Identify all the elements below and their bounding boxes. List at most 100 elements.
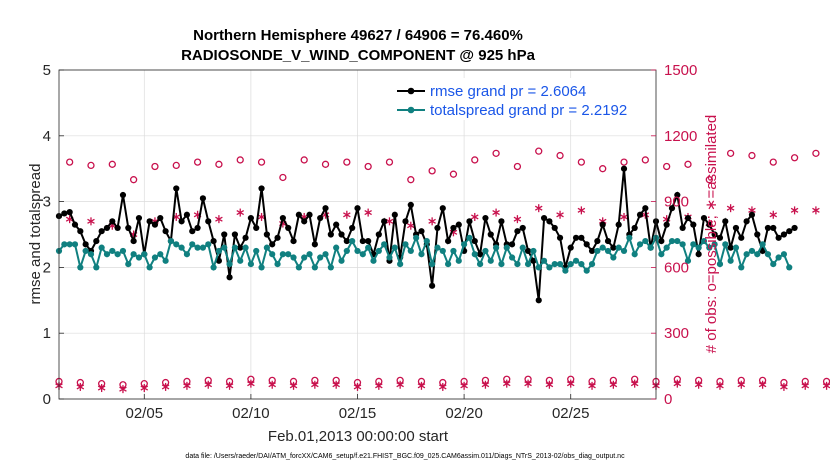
possible-point <box>705 176 713 184</box>
rmse-point <box>610 244 617 251</box>
asterisk-stroke <box>161 384 170 390</box>
possible-point <box>151 162 159 171</box>
rmse-point <box>253 224 260 232</box>
assimilated-point <box>76 382 85 391</box>
axis-ticks: 02/05 02/10 02/15 02/20 02/25 0 1 2 3 4 5 0 300 600 90… <box>43 62 698 422</box>
totalspread-point <box>636 241 644 248</box>
totalspread-point <box>87 251 95 258</box>
totalspread-point <box>141 251 148 258</box>
asterisk-stroke <box>780 384 788 390</box>
totalspread-point <box>242 244 249 251</box>
rmse-point <box>732 224 740 232</box>
totalspread-point <box>615 244 622 251</box>
legend-marker-spread <box>407 106 415 114</box>
rmse-point <box>354 205 361 212</box>
rmse-point <box>66 209 73 216</box>
totalspread-point <box>162 257 169 264</box>
assimilated-point <box>438 382 447 391</box>
totalspread-point <box>274 261 281 268</box>
asterisk-stroke <box>257 214 266 220</box>
asterisk-stroke <box>758 382 767 388</box>
assimilated-point <box>492 208 500 217</box>
rmse-point <box>754 231 761 238</box>
assimilated-point <box>332 380 340 389</box>
totalspread-point <box>706 244 713 251</box>
possible-point <box>556 151 564 160</box>
y-right-tick-label: 0 <box>664 391 672 408</box>
assimilated-point <box>215 215 223 224</box>
y-left-tick-label: 4 <box>43 128 51 145</box>
asterisk-stroke <box>748 207 756 213</box>
assimilated-point <box>407 221 415 230</box>
possible-point <box>364 162 372 171</box>
rmse-point <box>572 234 580 241</box>
totalspread-point <box>642 237 649 245</box>
totalspread-point <box>567 261 574 268</box>
asterisk-stroke <box>364 210 372 216</box>
assimilated-point <box>343 210 351 219</box>
rmse-point <box>668 205 676 212</box>
asterisk-stroke <box>790 207 799 213</box>
totalspread-point <box>231 244 239 251</box>
rmse-point <box>263 231 270 238</box>
x-tick-label: 02/20 <box>445 405 483 422</box>
assimilated-point <box>161 382 170 391</box>
totalspread-point <box>461 241 468 248</box>
asterisk-stroke <box>737 382 746 388</box>
rmse-point <box>407 201 414 208</box>
totalspread-point <box>167 237 175 245</box>
rmse-point <box>130 237 137 245</box>
assimilated-point <box>790 206 799 215</box>
rmse-point <box>546 218 553 225</box>
totalspread-point <box>738 264 745 271</box>
rmse-point <box>524 247 532 255</box>
rmse-point <box>684 214 692 222</box>
rmse-point <box>274 234 281 241</box>
assimilated-point <box>375 381 383 390</box>
assimilated-point <box>588 381 596 390</box>
asterisk-stroke <box>438 384 447 390</box>
totalspread-point <box>125 261 132 268</box>
y-right-tick-label: 1200 <box>664 128 697 145</box>
possible-point <box>300 156 308 164</box>
asterisk-stroke <box>620 214 628 220</box>
assimilated-point <box>428 217 436 226</box>
rmse-point <box>445 237 452 245</box>
assimilated-point <box>545 380 554 389</box>
possible-point <box>66 158 74 166</box>
x-tick-label: 02/15 <box>339 405 377 422</box>
totalspread-point <box>556 261 564 268</box>
asterisk-stroke <box>822 383 830 389</box>
possible-point <box>236 156 244 164</box>
rmse-point <box>205 218 212 225</box>
totalspread-point <box>540 257 548 264</box>
totalspread-point <box>253 247 260 255</box>
rmse-point <box>615 221 622 228</box>
rmse-point <box>706 221 713 228</box>
totalspread-point <box>365 244 372 251</box>
asterisk-stroke <box>502 381 511 387</box>
rmse-point <box>242 234 249 241</box>
asterisk-stroke <box>460 383 468 389</box>
rmse-point <box>199 195 207 202</box>
rmse-point <box>418 228 425 235</box>
totalspread-point <box>114 251 121 258</box>
totalspread-point <box>764 251 772 258</box>
rmse-point <box>343 237 350 245</box>
rmse-point <box>119 191 127 199</box>
assimilated-point <box>396 380 404 389</box>
legend-label-rmse: rmse grand pr = 2.6064 <box>430 83 586 100</box>
assimilated-point <box>630 379 639 388</box>
totalspread-point <box>359 251 366 258</box>
rmse-point <box>588 247 596 255</box>
assimilated-point <box>204 380 213 389</box>
assimilated-point <box>716 381 724 390</box>
totalspread-point <box>445 261 452 268</box>
possible-point <box>790 154 799 162</box>
totalspread-point <box>418 251 425 258</box>
totalspread-point <box>130 251 137 258</box>
chart-title-line1: Northern Hemisphere 49627 / 64906 = 76.4… <box>193 27 523 44</box>
possible-point <box>492 149 500 157</box>
possible-point <box>257 158 266 166</box>
rmse-spread-series <box>55 165 798 304</box>
